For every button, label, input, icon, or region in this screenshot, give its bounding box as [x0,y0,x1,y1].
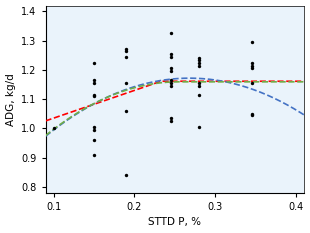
Point [124,55,129,59]
Point [249,64,254,67]
Point [124,49,129,53]
Point [168,31,173,35]
Point [168,67,173,70]
Point [168,81,173,85]
Point [197,81,202,85]
Point [249,40,254,44]
Point [91,153,96,157]
Point [51,127,56,130]
Point [197,56,202,60]
Point [91,125,96,129]
Point [249,112,254,116]
Point [197,125,202,129]
Point [168,69,173,73]
X-axis label: STTD P, %: STTD P, % [148,217,202,227]
Y-axis label: ADG, kg/d: ADG, kg/d [6,73,16,126]
Point [168,55,173,59]
Point [168,116,173,120]
Point [168,52,173,56]
Point [168,119,173,123]
Point [249,67,254,70]
Point [124,48,129,51]
Point [91,93,96,97]
Point [168,84,173,88]
Point [91,78,96,82]
Point [249,113,254,117]
Point [197,61,202,65]
Point [197,84,202,88]
Point [197,64,202,67]
Point [168,78,173,82]
Point [91,61,96,65]
Point [91,138,96,142]
Point [91,81,96,85]
Point [249,81,254,85]
Point [197,93,202,97]
Point [91,128,96,132]
Point [124,81,129,85]
Point [249,61,254,65]
Point [91,94,96,98]
Point [197,58,202,62]
Point [124,109,129,113]
Point [124,173,129,177]
